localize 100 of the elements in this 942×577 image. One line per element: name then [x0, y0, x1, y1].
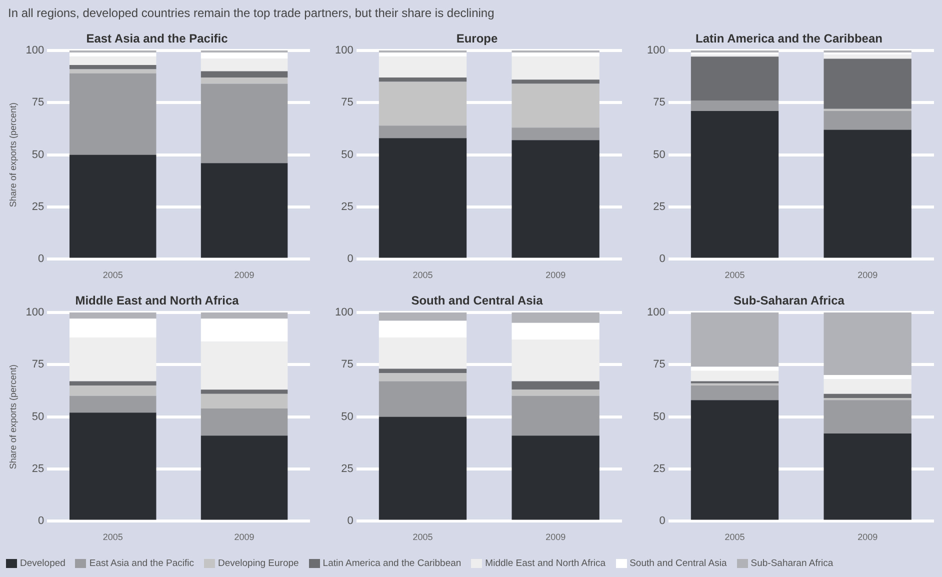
bar	[378, 368, 467, 373]
bar	[690, 312, 779, 367]
y-tick-label: 25	[653, 463, 666, 476]
bar	[378, 138, 467, 258]
bar	[200, 342, 288, 390]
bar	[512, 140, 600, 258]
bar	[200, 84, 288, 164]
bar	[824, 434, 912, 520]
bar	[200, 394, 288, 408]
bar	[378, 312, 467, 321]
y-tick-label: 0	[347, 253, 354, 266]
legend-label: Latin America and the Caribbean	[322, 558, 462, 569]
bar	[512, 128, 600, 140]
x-tick-label: 2005	[102, 532, 123, 542]
y-tick-label: 75	[341, 96, 354, 109]
chart-title: Middle East and North Africa	[75, 294, 240, 308]
text: In all regions, developed countries remain the top trade partners, but their share is declining	[8, 6, 494, 20]
bar	[824, 375, 912, 380]
chart-title: East Asia and the Pacific	[86, 32, 228, 46]
y-tick-label: 100	[26, 306, 44, 318]
bar	[69, 65, 156, 70]
x-tick-label: 2005	[724, 270, 745, 280]
bar	[378, 56, 467, 78]
bar	[69, 73, 156, 155]
y-tick-label: 100	[26, 44, 44, 56]
x-tick-label: 2009	[546, 270, 566, 280]
bar	[824, 400, 912, 434]
legend-label: Developing Europe	[218, 558, 299, 569]
bar	[378, 78, 467, 82]
bar	[69, 56, 156, 66]
bar	[200, 58, 288, 72]
y-tick-label: 0	[38, 515, 44, 528]
bar	[824, 394, 912, 398]
x-tick-label: 2005	[412, 532, 433, 542]
bar	[200, 163, 288, 258]
bar	[824, 379, 912, 394]
chart-title: Latin America and the Caribbean	[696, 32, 882, 46]
bar	[200, 71, 288, 78]
x-tick-label: 2009	[234, 270, 254, 280]
y-tick-label: 50	[653, 410, 666, 423]
bar	[824, 312, 912, 376]
y-tick-label: 50	[32, 148, 44, 161]
legend-label: Sub-Saharan Africa	[750, 558, 834, 569]
y-tick-label: 100	[334, 44, 354, 56]
bar	[69, 318, 156, 338]
bar	[512, 396, 600, 436]
bar	[690, 100, 779, 111]
y-tick-label: 75	[653, 96, 666, 109]
bar	[824, 130, 912, 258]
bar	[512, 80, 600, 84]
bar	[690, 52, 779, 55]
bar	[69, 385, 156, 396]
legend-label: South and Central Asia	[630, 558, 727, 569]
y-tick-label: 100	[646, 44, 666, 56]
x-tick-label: 2009	[234, 532, 254, 542]
bar	[200, 390, 288, 394]
bar	[200, 436, 288, 520]
bar	[512, 381, 600, 390]
x-tick-label: 2009	[858, 532, 878, 542]
bar	[378, 337, 467, 369]
bar	[690, 370, 779, 382]
bar	[512, 84, 600, 128]
bar	[512, 340, 600, 382]
bar	[824, 58, 912, 109]
legend-label: Developed	[20, 558, 66, 569]
chart-title: Sub-Saharan Africa	[734, 294, 845, 308]
y-tick-label: 25	[32, 463, 44, 476]
bar	[690, 56, 779, 101]
bar	[69, 154, 156, 258]
bar	[690, 366, 779, 371]
y-axis-title: Share of exports (percent)	[8, 364, 18, 470]
bar	[824, 52, 912, 55]
x-tick-label: 2005	[724, 532, 745, 542]
y-tick-label: 50	[341, 148, 354, 161]
bar	[69, 337, 156, 382]
bar	[378, 126, 467, 138]
bar	[69, 381, 156, 386]
y-tick-label: 0	[659, 253, 666, 266]
y-tick-label: 75	[32, 358, 44, 371]
legend-label: East Asia and the Pacific	[89, 558, 194, 569]
bar	[512, 52, 600, 57]
bar	[378, 82, 467, 126]
y-tick-label: 75	[32, 96, 44, 109]
chart-title: South and Central Asia	[411, 294, 544, 308]
legend-label: Middle East and North Africa	[485, 558, 606, 569]
bar	[512, 436, 600, 520]
y-tick-label: 75	[341, 358, 354, 371]
bar	[69, 396, 156, 413]
x-tick-label: 2009	[546, 532, 566, 542]
bar	[690, 400, 779, 520]
bar	[69, 412, 156, 520]
y-tick-label: 100	[646, 306, 666, 318]
bar	[200, 52, 288, 59]
bar	[378, 52, 467, 57]
bar	[378, 416, 467, 520]
y-tick-label: 25	[32, 201, 44, 214]
bar	[690, 110, 779, 258]
bar	[512, 56, 600, 80]
bar	[824, 110, 912, 130]
y-tick-label: 0	[38, 253, 44, 266]
